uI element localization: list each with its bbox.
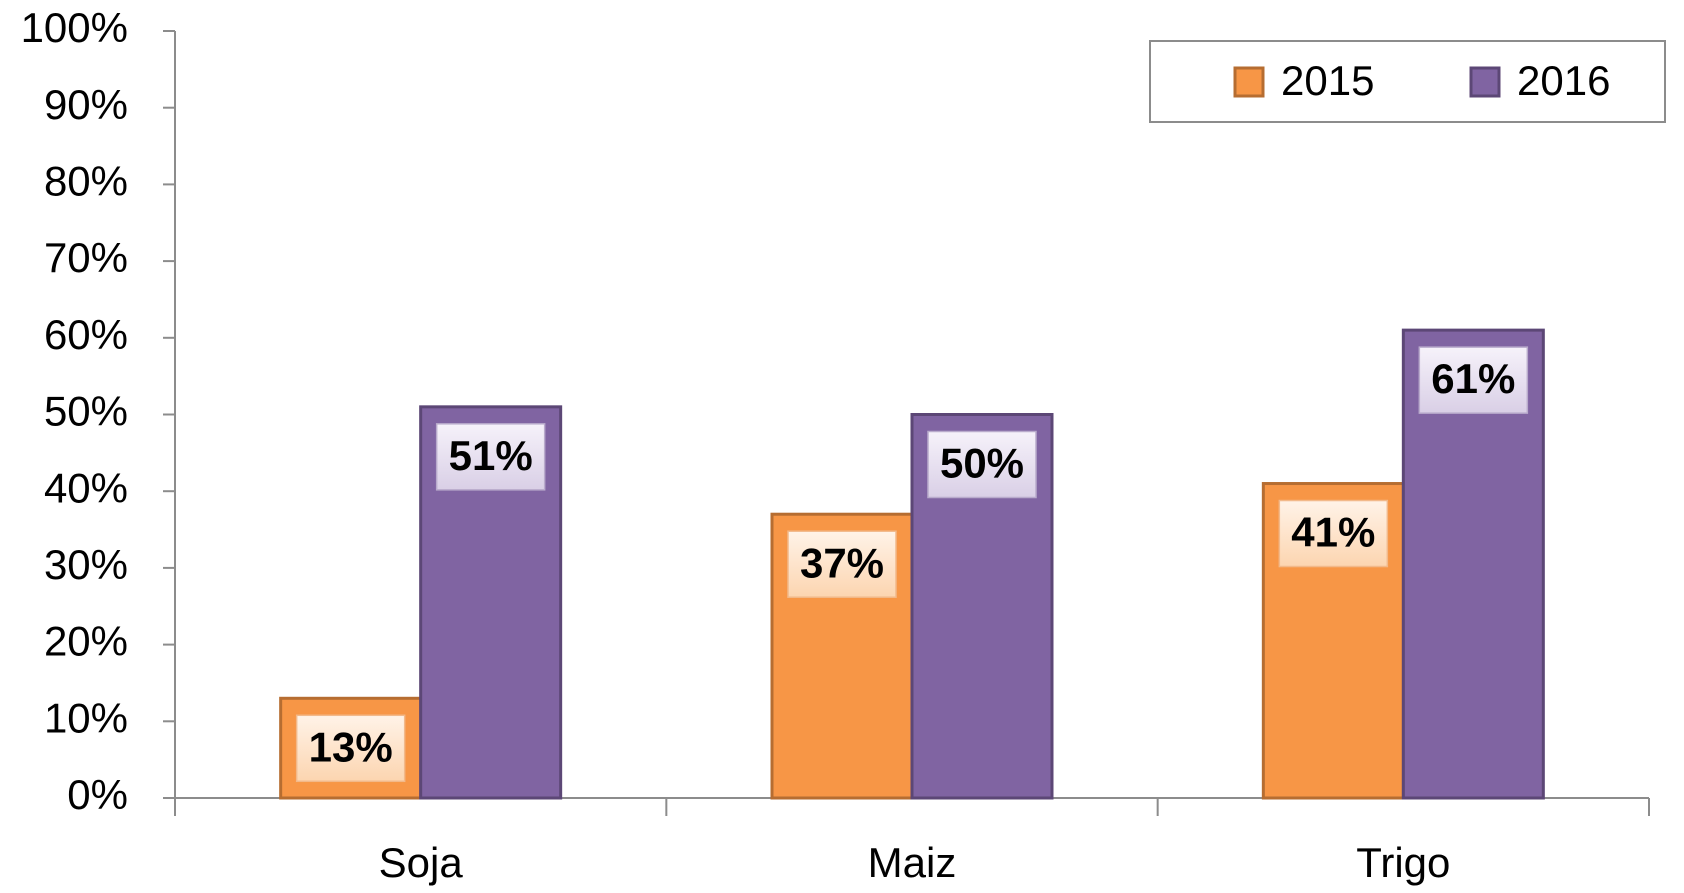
y-tick-label: 10% [44, 694, 128, 741]
y-tick-label: 90% [44, 81, 128, 128]
data-label: 13% [309, 723, 393, 770]
x-tick-label: Soja [379, 839, 464, 886]
y-tick-label: 70% [44, 234, 128, 281]
y-tick-label: 100% [21, 4, 128, 51]
y-tick-label: 0% [67, 771, 128, 818]
data-label-box [435, 423, 546, 491]
y-tick-label: 60% [44, 311, 128, 358]
legend-swatch [1233, 66, 1265, 98]
data-label: 61% [1431, 355, 1515, 402]
legend-label: 2016 [1517, 57, 1610, 104]
y-tick-label: 40% [44, 464, 128, 511]
data-label-box [927, 430, 1037, 499]
data-label: 50% [940, 440, 1024, 487]
data-label-box [1278, 499, 1389, 568]
data-label-box [1418, 346, 1529, 414]
data-label: 37% [800, 539, 884, 586]
y-tick-label: 50% [44, 388, 128, 435]
y-tick-label: 30% [44, 541, 128, 588]
x-tick-label: Trigo [1356, 839, 1450, 886]
x-tick-label: Maiz [868, 839, 957, 886]
data-label: 51% [449, 432, 533, 479]
data-label-box [295, 714, 406, 783]
data-label: 41% [1291, 509, 1375, 556]
y-tick-label: 20% [44, 618, 128, 665]
y-tick-label: 80% [44, 157, 128, 204]
data-label-box [787, 530, 897, 598]
legend-label: 2015 [1281, 57, 1374, 104]
legend-swatch [1469, 66, 1501, 98]
